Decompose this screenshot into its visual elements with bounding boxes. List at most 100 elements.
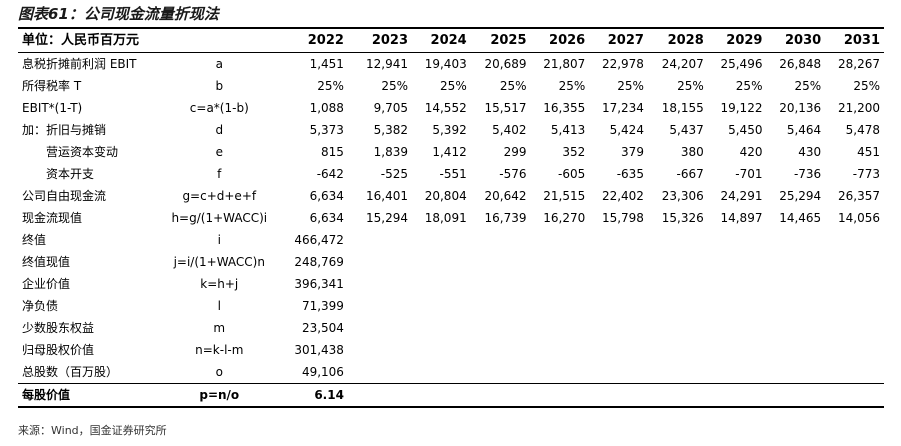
value-cell: 466,472 [294,233,344,247]
value-cell: -736 [793,167,822,181]
table-row: 营运资本变动 e 815 1,839 1,412 299 352 379 380 420 430 45… [18,141,884,163]
row-label: 净负债 [22,299,59,313]
table-row: 总股数（百万股） o 49,106 [18,361,884,384]
table-row: 企业价值 k=h+j 396,341 [18,273,884,295]
value-cell [589,229,648,251]
value-cell [825,251,884,273]
value-cell: 14,897 [720,211,763,225]
row-formula: f [217,167,222,181]
value-cell: -605 [558,167,586,181]
year-header: 2024 [412,27,471,53]
table-row: 终值现值 j=i/(1+WACC)n 248,769 [18,251,884,273]
value-cell: 5,402 [492,123,527,137]
value-cell: 14,056 [838,211,880,225]
value-cell: 5,450 [728,123,763,137]
row-label: EBIT*(1-T) [22,101,83,115]
value-cell: 379 [621,145,644,159]
value-cell [825,317,884,339]
value-cell [708,339,767,361]
value-cell: 5,478 [845,123,880,137]
value-cell [648,295,708,317]
value-cell: 22,978 [601,57,644,71]
unit-label: 单位：人民币百万元 [18,27,149,53]
value-cell [589,295,648,317]
value-cell [708,229,767,251]
value-cell [825,383,884,408]
value-cell: 14,552 [424,101,467,115]
value-cell [708,361,767,384]
value-cell [412,383,471,408]
row-label: 企业价值 [22,277,71,291]
row-label: 加：折旧与摊销 [22,123,107,137]
value-cell [470,383,531,408]
table-row: 净负债 l 71,399 [18,295,884,317]
value-cell: 1,451 [309,57,344,71]
value-cell: 20,642 [484,189,527,203]
year-header: 2027 [589,27,648,53]
value-cell: 12,941 [366,57,408,71]
table-row: 现金流现值 h=g/(1+WACC)i 6,634 15,294 18,091 16,73… [18,207,884,229]
value-cell: -551 [439,167,467,181]
value-cell: -642 [316,167,344,181]
table-row: EBIT*(1-T) c=a*(1-b) 1,088 9,705 14,552 15,51… [18,97,884,119]
row-label: 资本开支 [46,167,95,181]
value-cell: 25% [440,79,467,93]
value-cell: 5,373 [309,123,344,137]
value-cell [412,295,471,317]
value-cell [648,339,708,361]
value-cell: 16,270 [543,211,586,225]
value-cell [531,251,590,273]
row-formula: h=g/(1+WACC)i [171,211,268,225]
value-cell: 28,267 [838,57,880,71]
value-cell [471,251,531,273]
value-cell [412,251,471,273]
value-cell [589,251,648,273]
value-cell [589,361,648,384]
dcf-table: 单位：人民币百万元 2022 2023 2024 2025 2026 2027 … [18,27,884,408]
row-label: 每股价值 [18,383,149,408]
value-cell [708,317,767,339]
value-cell: 9,705 [373,101,408,115]
per-share-value-row: 每股价值 p=n/o 6.14 [18,383,884,408]
value-cell: -701 [735,167,763,181]
value-cell [471,317,531,339]
value-cell [348,361,412,384]
value-cell: 25,294 [779,189,822,203]
value-cell: 24,207 [661,57,704,71]
row-label: 终值现值 [22,255,71,269]
value-cell [825,273,884,295]
value-cell: 430 [798,145,822,159]
value-cell: 20,136 [779,101,822,115]
value-cell: -576 [499,167,527,181]
value-cell: 25% [317,79,344,93]
value-cell: 19,122 [720,101,763,115]
value-cell [648,229,708,251]
row-formula: m [213,321,226,335]
year-header: 2029 [707,27,767,53]
table-row: 所得税率 T b 25% 25% 25% 25% 25% 25% 25% 25% 25% 25% [18,75,884,97]
value-cell: -667 [676,167,704,181]
value-cell [531,229,590,251]
value-cell [766,251,825,273]
value-cell: 17,234 [601,101,644,115]
value-cell: 25% [558,79,586,93]
year-header: 2025 [470,27,531,53]
value-cell [766,361,825,384]
value-cell: 1,412 [432,145,467,159]
row-formula: j=i/(1+WACC)n [173,255,265,269]
year-header: 2031 [825,27,884,53]
row-formula: n=k-l-m [195,343,244,357]
value-cell: 25% [617,79,644,93]
value-cell [471,229,531,251]
value-cell: 21,200 [838,101,880,115]
value-cell: -525 [380,167,408,181]
table-row: 息税折摊前利润 EBIT a 1,451 12,941 19,403 20,689 21,8… [18,53,884,76]
row-formula: b [215,79,224,93]
value-cell [647,383,708,408]
value-cell: 49,106 [301,365,344,379]
value-cell: 18,155 [661,101,704,115]
value-cell [412,361,471,384]
value-cell: 6,634 [309,189,344,203]
value-cell: 14,465 [779,211,822,225]
value-cell [348,339,412,361]
